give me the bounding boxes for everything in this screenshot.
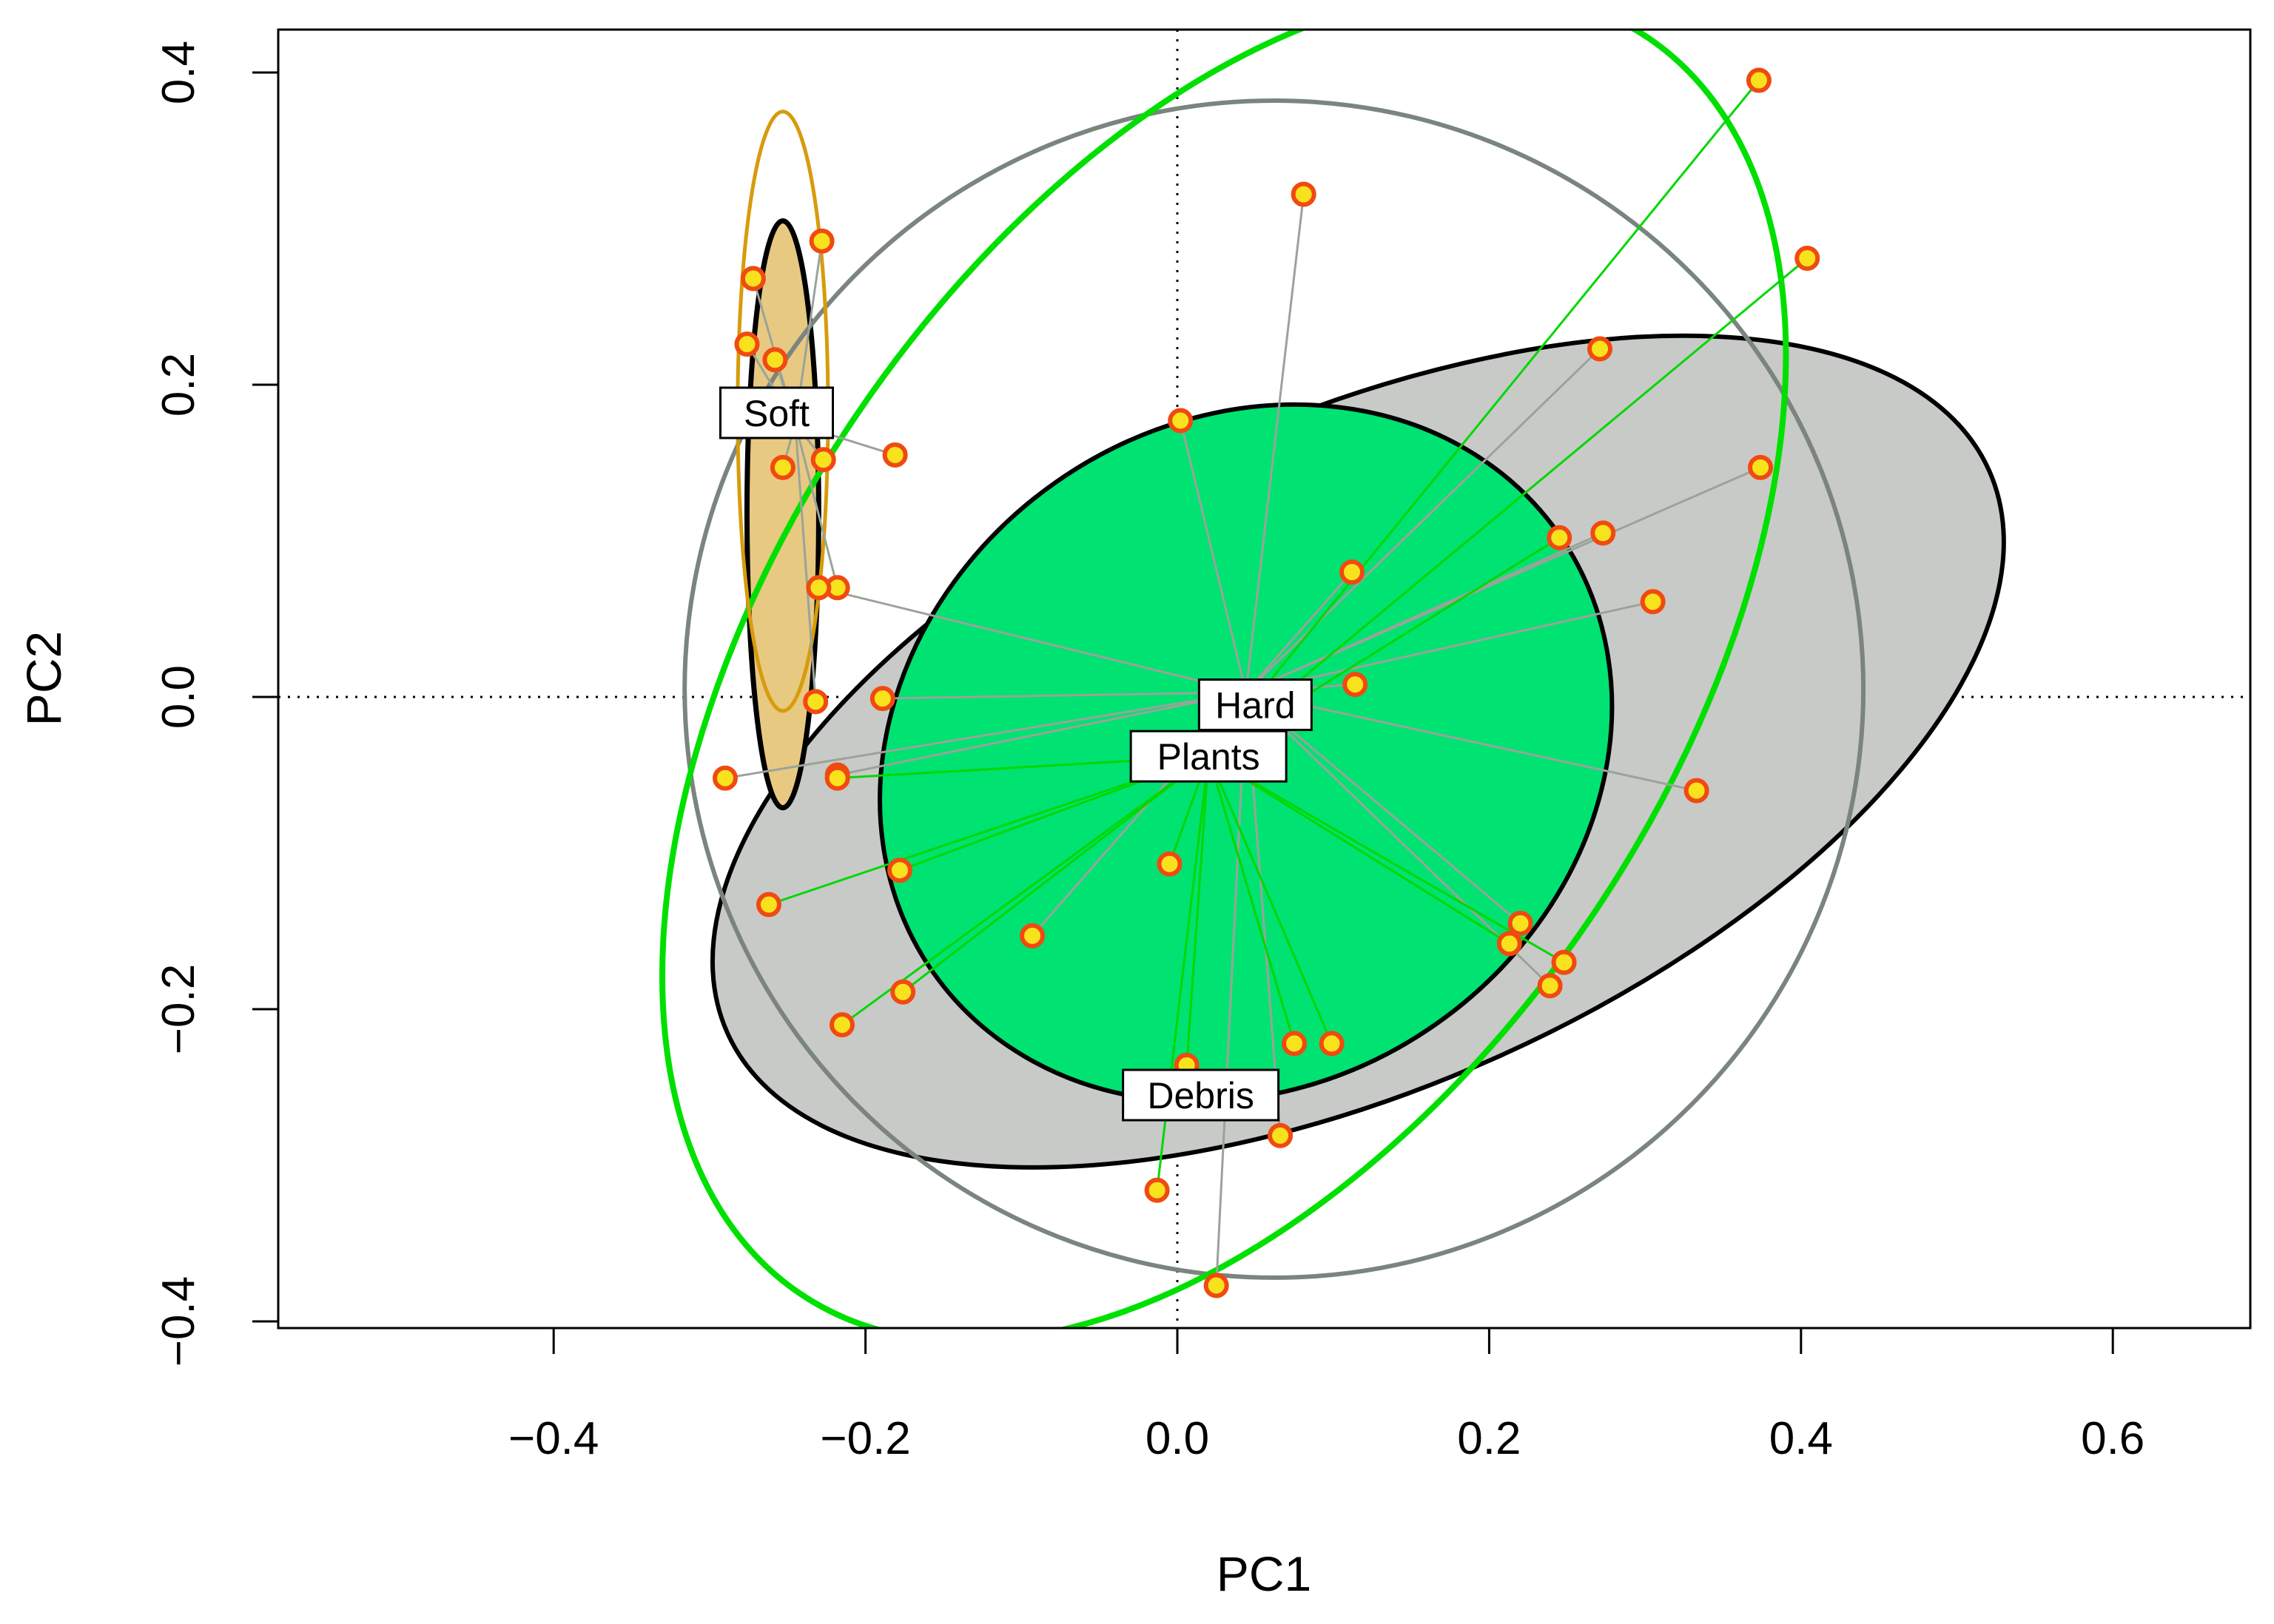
plants-point-4 bbox=[1496, 931, 1522, 957]
plants-point-1 bbox=[1794, 246, 1820, 272]
hard-point-1 bbox=[1168, 408, 1194, 434]
plants-spoke-0 bbox=[1207, 79, 1760, 758]
y-tick-label-1: −0.2 bbox=[153, 964, 204, 1054]
plants-spoke-1 bbox=[1208, 257, 1809, 758]
soft-point-1 bbox=[809, 228, 835, 254]
hard-outline-ellipse bbox=[682, 98, 1866, 1280]
hard-spoke-4 bbox=[1245, 532, 1604, 694]
hard-spoke-13 bbox=[1215, 692, 1248, 1286]
y-tick-label-3: 0.2 bbox=[153, 353, 204, 417]
hard-point-5 bbox=[1640, 589, 1666, 615]
y-tick-label-4: 0.4 bbox=[153, 41, 204, 104]
soft-label-box bbox=[719, 386, 835, 439]
plants-spoke-3 bbox=[1208, 755, 1565, 963]
hard-spoke-2 bbox=[1245, 348, 1601, 693]
soft-point-5 bbox=[810, 447, 836, 473]
x-tick-label-2: 0.0 bbox=[1146, 1413, 1209, 1464]
soft-point-8 bbox=[882, 442, 908, 468]
x-axis: −0.4 −0.2 0.0 0.2 0.4 0.6 bbox=[508, 1327, 2145, 1464]
y-axis: −0.4 −0.2 0.0 0.2 0.4 bbox=[153, 41, 280, 1367]
soft-point-3 bbox=[762, 347, 788, 373]
plants-point-8 bbox=[1144, 1177, 1170, 1203]
plants-spoke-4 bbox=[1208, 755, 1510, 945]
hard-spoke-6 bbox=[1245, 691, 1697, 792]
hard-point-12 bbox=[1268, 1122, 1294, 1148]
x-tick-label-1: −0.2 bbox=[820, 1413, 910, 1464]
hard-spoke-5 bbox=[1245, 600, 1653, 694]
y-tick-label-0: −0.4 bbox=[153, 1276, 204, 1367]
debris-label-box bbox=[1122, 1068, 1280, 1122]
soft-ellipse bbox=[744, 218, 821, 811]
hard-spoke-9 bbox=[882, 691, 1246, 700]
hard-point-16 bbox=[1020, 923, 1046, 949]
plants-point-2 bbox=[1547, 525, 1572, 550]
hard-point-0 bbox=[1291, 181, 1316, 207]
plants-point-10 bbox=[829, 1012, 855, 1038]
hard-point-7 bbox=[1339, 559, 1365, 585]
hard-label: Hard bbox=[1215, 685, 1295, 727]
hard-point-6 bbox=[1683, 778, 1709, 803]
x-tick-label-5: 0.6 bbox=[2081, 1413, 2145, 1464]
hard-point-9 bbox=[869, 686, 895, 712]
plants-label-box bbox=[1129, 730, 1288, 783]
plants-spoke-6 bbox=[1207, 755, 1296, 1044]
plants-spoke-7 bbox=[1185, 756, 1210, 1066]
plants-point-5 bbox=[1319, 1031, 1345, 1057]
plants-point-0 bbox=[1746, 67, 1772, 93]
plants-point-14 bbox=[824, 765, 850, 791]
soft-point-0 bbox=[740, 266, 766, 292]
hard-spoke-1 bbox=[1179, 420, 1248, 693]
soft-point-2 bbox=[734, 331, 760, 357]
hard-point-17 bbox=[806, 575, 832, 601]
plants-point-3 bbox=[1551, 949, 1577, 975]
plants-point-9 bbox=[890, 979, 916, 1005]
plants-spoke-5 bbox=[1207, 755, 1333, 1045]
debris-label: Debris bbox=[1147, 1075, 1254, 1116]
y-tick-label-2: 0.0 bbox=[153, 665, 204, 729]
hard-point-10 bbox=[712, 765, 738, 791]
hard-point-8 bbox=[1342, 672, 1368, 698]
plants-point-12 bbox=[887, 858, 912, 883]
plants-point-6 bbox=[1282, 1031, 1308, 1057]
x-tick-label-4: 0.4 bbox=[1769, 1413, 1833, 1464]
soft-point-7 bbox=[803, 689, 829, 715]
hard-point-2 bbox=[1587, 336, 1612, 362]
hard-spoke-17 bbox=[818, 586, 1247, 694]
hard-point-3 bbox=[1748, 454, 1774, 480]
soft-spoke-7 bbox=[794, 423, 817, 702]
plants-outline-ellipse bbox=[659, 30, 1789, 1328]
x-tick-label-0: −0.4 bbox=[508, 1413, 599, 1464]
plants-label: Plants bbox=[1157, 736, 1260, 778]
hard-spoke-10 bbox=[724, 691, 1246, 780]
hard-label-box bbox=[1197, 678, 1313, 732]
hard-point-13 bbox=[1203, 1273, 1229, 1298]
plants-point-11 bbox=[756, 892, 781, 917]
hard-spoke-11 bbox=[837, 691, 1247, 776]
hard-spoke-7 bbox=[1245, 571, 1353, 693]
hard-point-14 bbox=[1537, 973, 1563, 999]
plants-point-13 bbox=[1157, 851, 1183, 877]
soft-point-4 bbox=[770, 454, 795, 480]
y-axis-title: PC2 bbox=[16, 631, 71, 726]
hard-spoke-0 bbox=[1245, 194, 1305, 693]
x-tick-label-3: 0.2 bbox=[1457, 1413, 1521, 1464]
hard-point-4 bbox=[1590, 520, 1616, 546]
x-axis-title: PC1 bbox=[1217, 1546, 1311, 1601]
soft-spoke-6 bbox=[794, 423, 839, 588]
hard-point-15 bbox=[1507, 910, 1533, 936]
soft-label: Soft bbox=[744, 393, 810, 434]
plants-spoke-9 bbox=[902, 755, 1210, 993]
